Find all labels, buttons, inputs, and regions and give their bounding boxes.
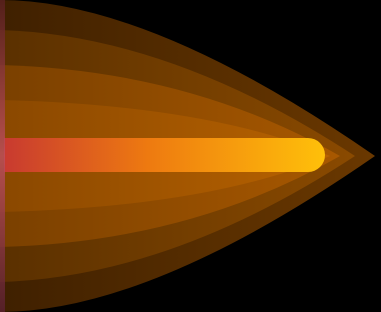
left-edge (0, 0, 5, 312)
core-bar (4, 138, 325, 172)
glow-graphic (0, 0, 381, 312)
page (0, 0, 381, 312)
